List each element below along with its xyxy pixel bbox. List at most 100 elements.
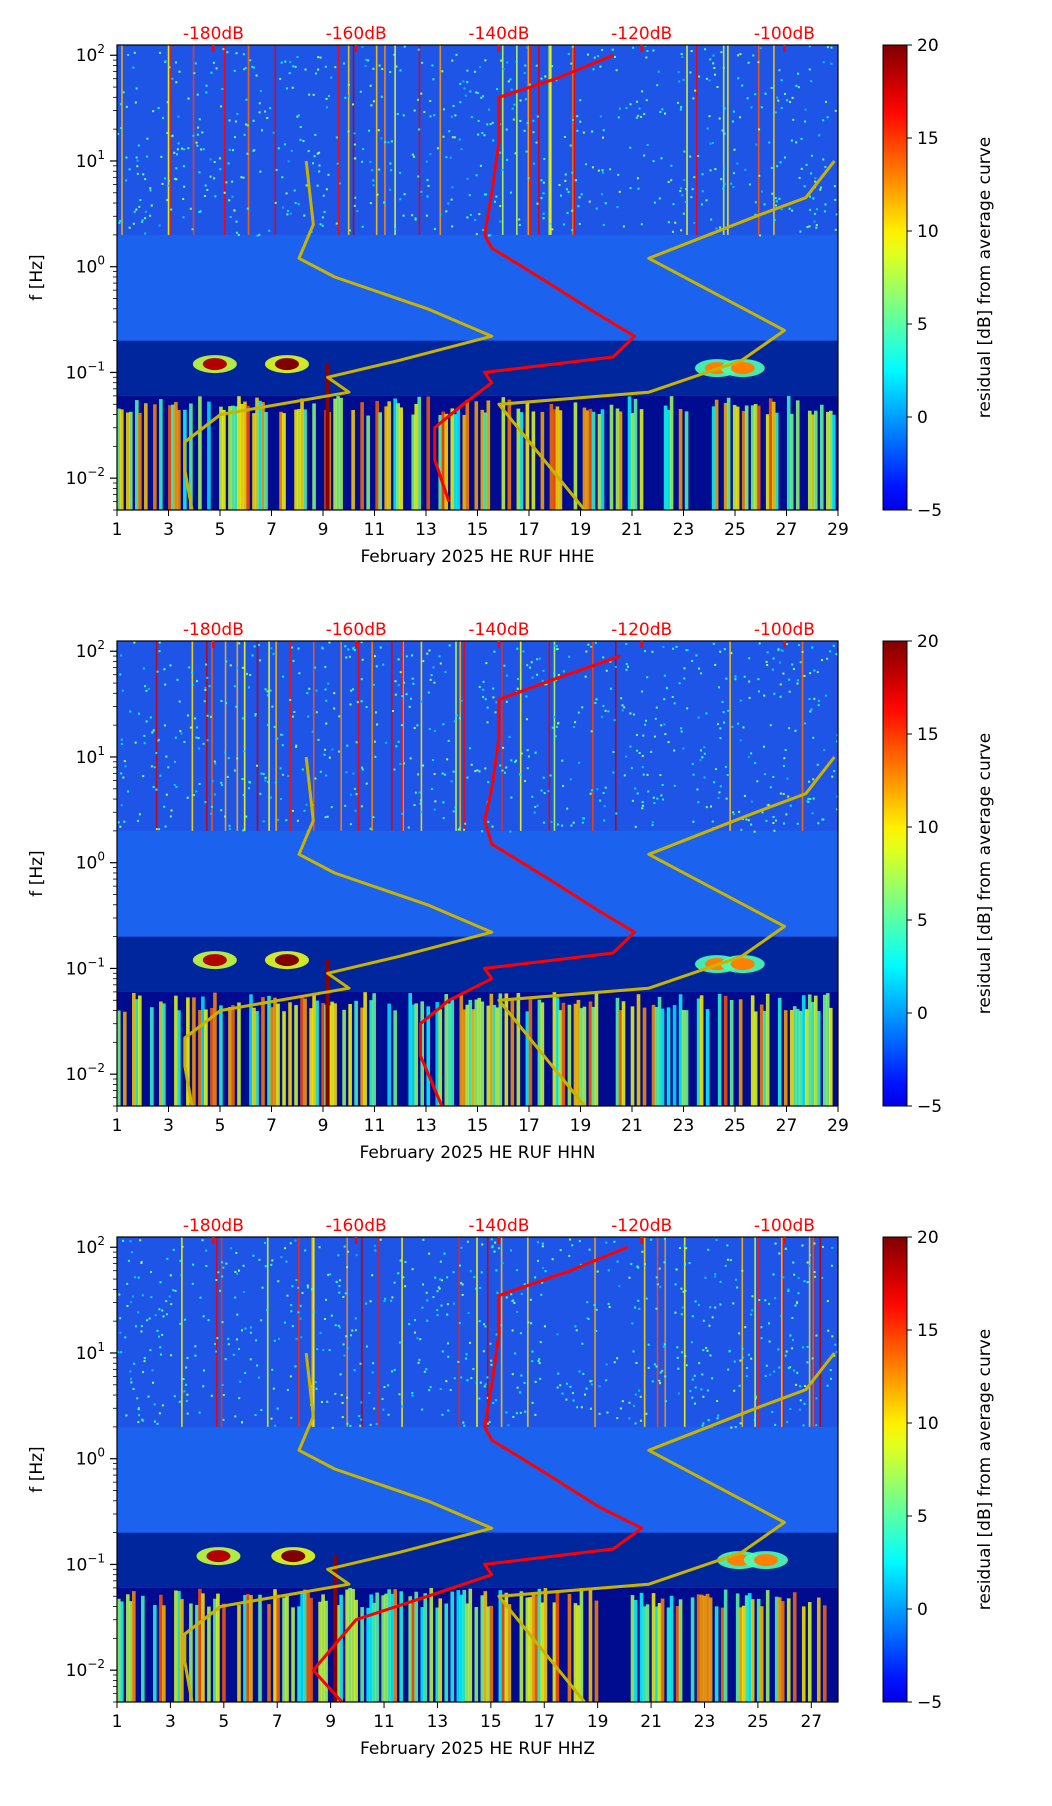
heatmap-speckle [394,227,397,230]
heatmap-speckle [119,825,122,828]
heatmap-speckle [674,221,677,224]
heatmap-speckle [556,823,559,826]
heatmap-speckle [797,86,800,89]
heatmap-streak [664,1237,667,1427]
heatmap-speckle [297,114,300,117]
heatmap-speckle [736,162,739,165]
heatmap-speckle [806,1361,809,1364]
heatmap-speckle [158,650,161,653]
x-tick-label: 11 [364,520,386,540]
heatmap-speckle [746,97,749,100]
heatmap-speckle [463,1424,466,1427]
heatmap-speckle [446,1303,449,1306]
heatmap-cell [705,1009,710,1106]
heatmap-speckle [175,785,178,788]
heatmap-speckle [659,1371,662,1374]
heatmap-speckle [681,1306,684,1309]
heatmap-speckle [149,214,152,217]
heatmap-cell [747,1593,752,1702]
heatmap-speckle [540,1293,543,1296]
heatmap-cell [399,1591,403,1702]
heatmap-speckle [214,1350,217,1353]
heatmap-speckle [466,177,469,180]
heatmap-speckle [353,132,356,135]
heatmap-speckle [656,1283,659,1286]
heatmap-cell [264,411,268,510]
heatmap-speckle [587,643,590,646]
heatmap-speckle [657,70,660,73]
heatmap-speckle [775,204,778,207]
heatmap-speckle [533,811,536,814]
heatmap-speckle [739,739,742,742]
heatmap-speckle [579,120,582,123]
heatmap-speckle [203,1369,206,1372]
heatmap-speckle [478,770,481,773]
heatmap-speckle [774,819,777,822]
x-tick-label: 17 [533,1712,555,1732]
heatmap-speckle [167,184,170,187]
heatmap-speckle [747,61,750,64]
heatmap-speckle [264,779,267,782]
heatmap-speckle [835,213,838,216]
heatmap-speckle [747,1353,750,1356]
heatmap-cell [831,414,836,510]
heatmap-speckle [140,1325,143,1328]
heatmap-speckle [236,667,239,670]
heatmap-speckle [595,698,598,701]
heatmap-speckle [314,133,317,136]
heatmap-speckle [763,694,766,697]
heatmap-speckle [271,1259,274,1262]
heatmap-speckle [392,709,395,712]
heatmap-speckle [209,175,212,178]
heatmap-speckle [292,659,295,662]
heatmap-speckle [724,1264,727,1267]
heatmap-speckle [183,1390,186,1393]
heatmap-speckle [303,809,306,812]
heatmap-speckle [791,209,794,212]
heatmap-speckle [460,1246,463,1249]
heatmap-speckle [375,1422,378,1425]
heatmap-speckle [203,700,206,703]
heatmap-speckle [719,737,722,740]
heatmap-speckle [543,158,546,161]
heatmap-speckle [734,678,737,681]
heatmap-speckle [137,819,140,822]
heatmap-speckle [315,689,318,692]
heatmap-speckle [426,1319,429,1322]
heatmap-streak [155,641,158,831]
heatmap-speckle [815,1397,818,1400]
heatmap-speckle [394,680,397,683]
heatmap-speckle [604,786,607,789]
heatmap-cell [408,993,413,1106]
heatmap-speckle [673,784,676,787]
heatmap-speckle [262,772,265,775]
heatmap-speckle [152,729,155,732]
heatmap-speckle [535,141,538,144]
heatmap-speckle [725,797,728,800]
heatmap-speckle [655,1276,658,1279]
heatmap-cell [615,997,620,1106]
heatmap-speckle [120,1351,123,1354]
heatmap-speckle [150,1270,153,1273]
heatmap-speckle [712,62,715,65]
heatmap-speckle [433,681,436,684]
heatmap-streak [695,45,698,235]
heatmap-speckle [836,795,838,798]
heatmap-speckle [281,206,284,209]
heatmap-speckle [691,762,694,765]
heatmap-speckle [601,169,604,172]
heatmap-speckle [270,796,273,799]
heatmap-speckle [460,1282,463,1285]
heatmap-streak [754,1237,756,1427]
heatmap-speckle [459,826,462,829]
heatmap-blob-core [274,954,299,967]
heatmap-speckle [784,1247,787,1250]
heatmap-speckle [337,1254,340,1257]
heatmap-speckle [448,644,451,647]
heatmap-speckle [486,1422,489,1425]
heatmap-cell [651,1593,656,1702]
heatmap-cell [186,997,190,1106]
heatmap-speckle [137,1276,140,1279]
heatmap-cell [312,403,316,510]
heatmap-speckle [312,93,315,96]
